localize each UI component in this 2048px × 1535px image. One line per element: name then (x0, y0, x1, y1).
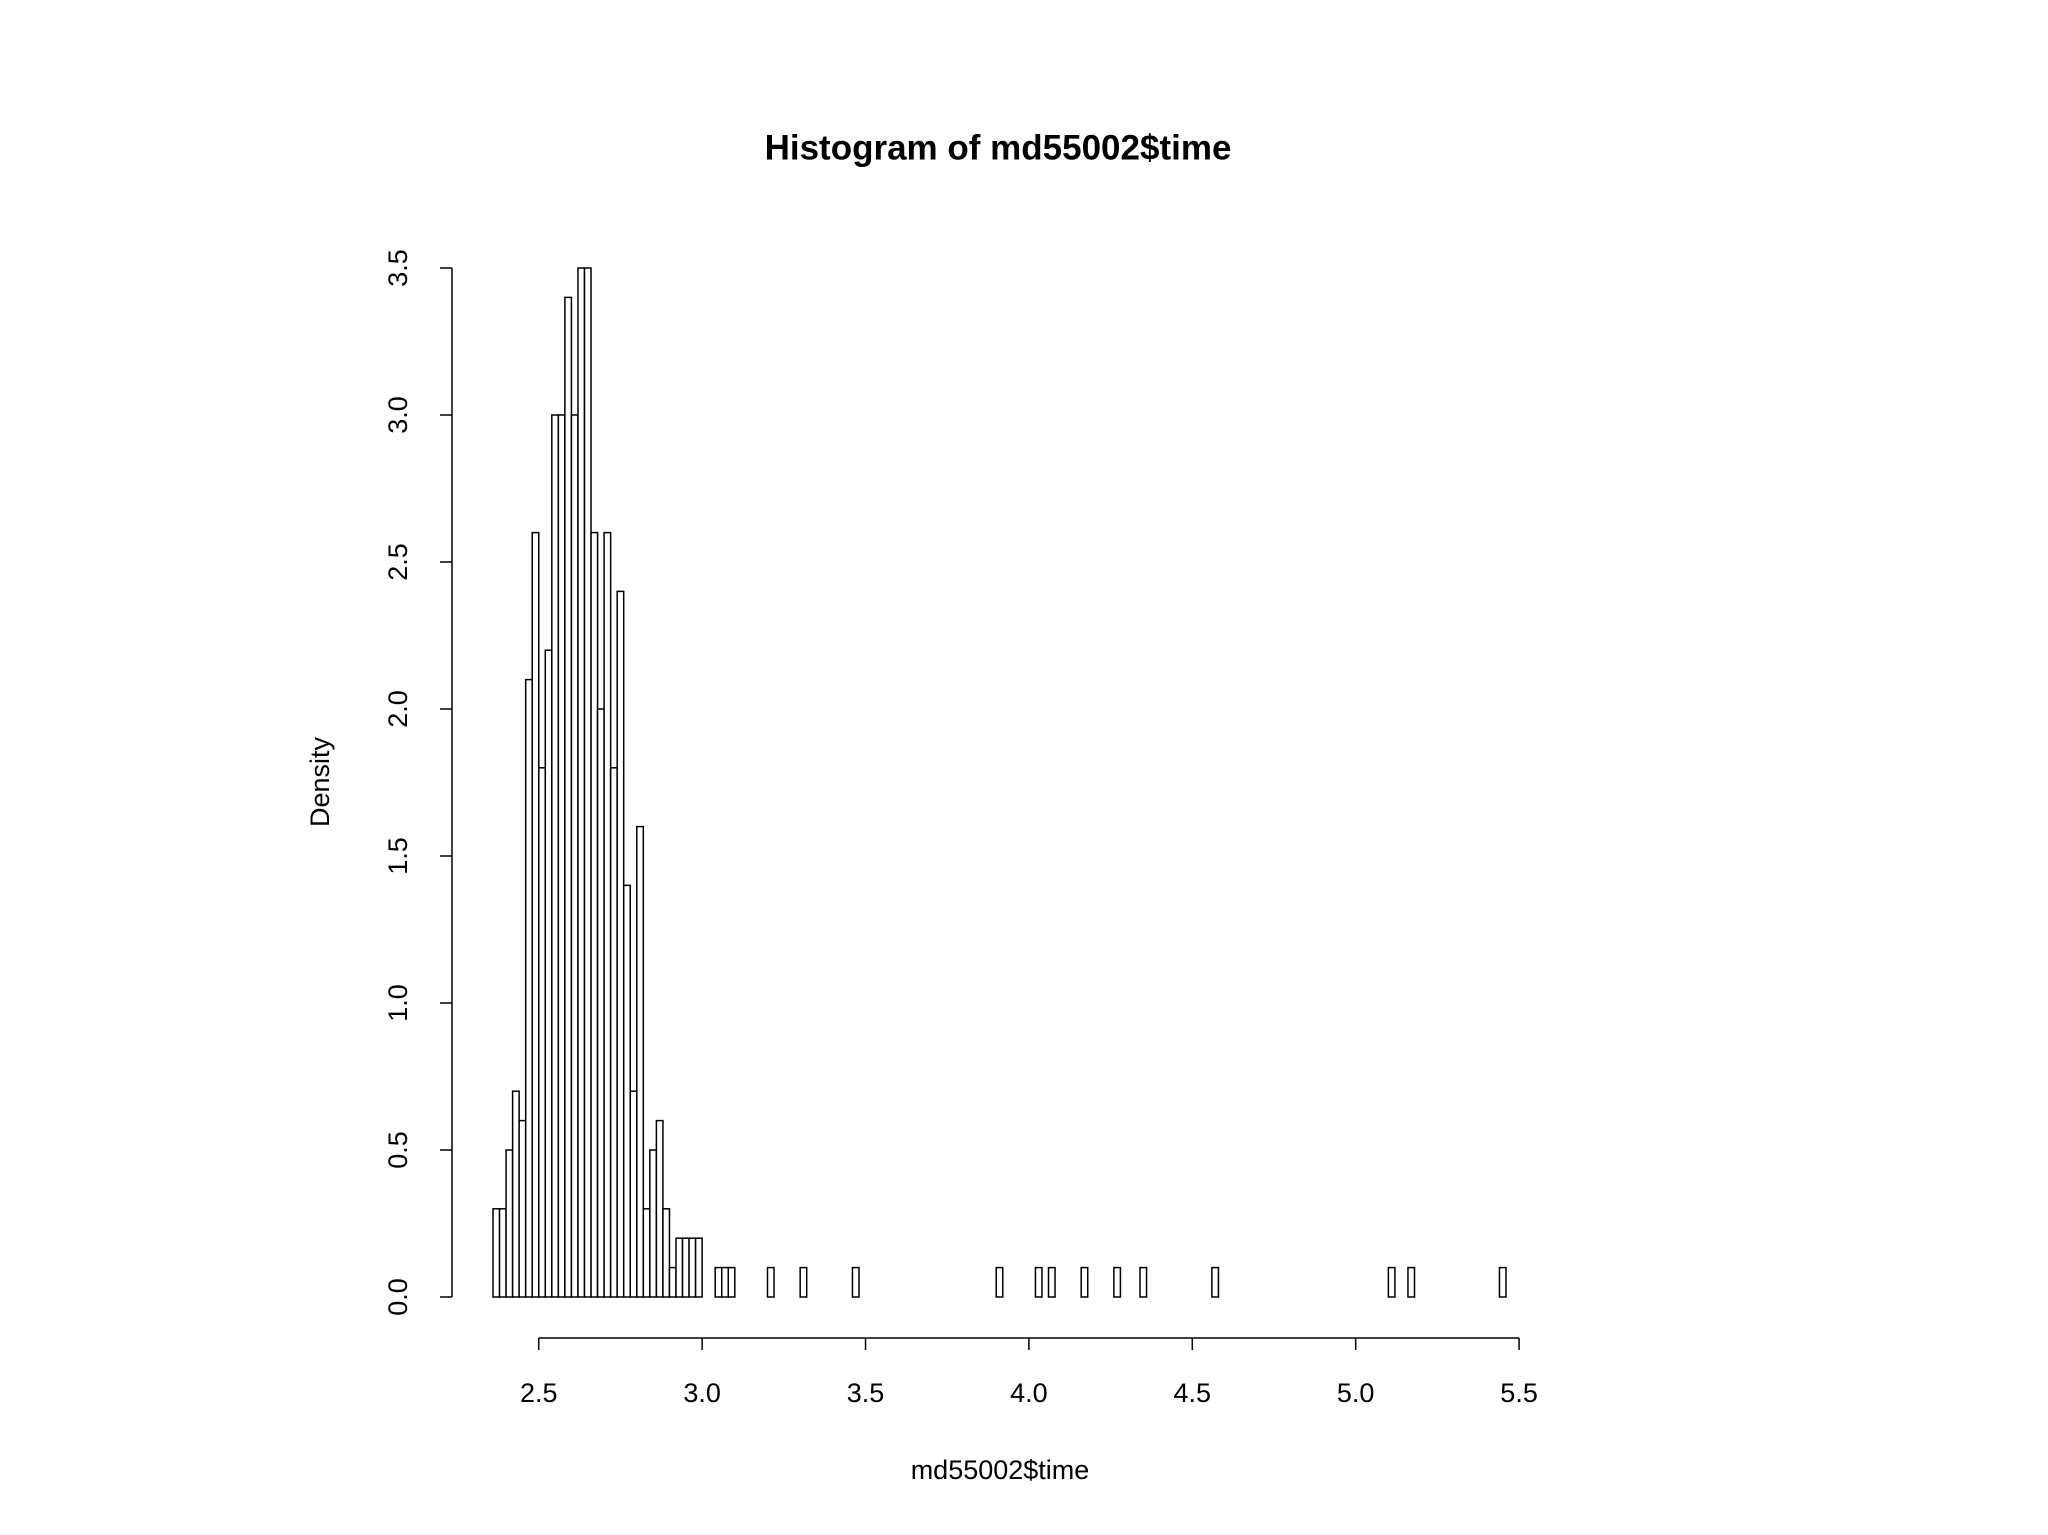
x-tick-label: 5.5 (1500, 1378, 1538, 1408)
x-axis-label: md55002$time (911, 1455, 1090, 1485)
y-tick-label: 3.5 (383, 249, 413, 287)
x-tick-label: 3.0 (683, 1378, 721, 1408)
bar (1080, 1266, 1089, 1298)
bar (642, 1208, 651, 1298)
bar (505, 1149, 514, 1298)
bar (570, 414, 579, 1298)
x-tick-label: 5.0 (1337, 1378, 1375, 1408)
y-tick-label: 0.5 (383, 1131, 413, 1169)
bar (851, 1266, 860, 1298)
bar (596, 708, 605, 1298)
bar (551, 414, 560, 1298)
bar (511, 1090, 520, 1298)
bar (557, 414, 566, 1298)
bar (498, 1208, 507, 1298)
bar (688, 1237, 697, 1298)
bar (636, 825, 645, 1298)
y-tick-label: 2.5 (383, 543, 413, 581)
bar (577, 267, 586, 1298)
x-tick-label: 2.5 (520, 1378, 558, 1408)
bar (622, 884, 631, 1298)
bar (603, 531, 612, 1298)
bar (1211, 1266, 1220, 1298)
bar (1113, 1266, 1122, 1298)
bar (1387, 1266, 1396, 1298)
bar (1407, 1266, 1416, 1298)
bar (583, 267, 592, 1298)
bar (649, 1149, 658, 1298)
y-tick-label: 3.0 (383, 396, 413, 434)
bar (1498, 1266, 1507, 1298)
bar (727, 1266, 736, 1298)
bar (590, 531, 599, 1298)
bar (675, 1237, 684, 1298)
x-tick-label: 4.0 (1010, 1378, 1048, 1408)
x-tick-label: 3.5 (847, 1378, 885, 1408)
bar (616, 590, 625, 1298)
y-axis-label: Density (305, 736, 335, 827)
bar (714, 1266, 723, 1298)
bar (609, 767, 618, 1298)
bar (655, 1119, 664, 1298)
bar (1139, 1266, 1148, 1298)
bar (766, 1266, 775, 1298)
bar (720, 1266, 730, 1298)
y-tick-label: 2.0 (383, 690, 413, 728)
bar (681, 1237, 690, 1298)
bar (531, 531, 540, 1298)
bar (564, 296, 573, 1298)
bar (662, 1208, 671, 1298)
bar (694, 1237, 703, 1298)
chart-title: Histogram of md55002$time (765, 128, 1232, 167)
bar (518, 1119, 527, 1298)
y-tick-label: 1.5 (383, 837, 413, 875)
bar (524, 678, 533, 1298)
bar (1047, 1266, 1056, 1298)
x-tick-label: 4.5 (1174, 1378, 1212, 1408)
bar (629, 1090, 638, 1298)
bar (1034, 1266, 1043, 1298)
bar (544, 649, 553, 1298)
bar (492, 1208, 501, 1298)
bar (668, 1266, 677, 1298)
bar (799, 1266, 808, 1298)
y-tick-label: 1.0 (383, 984, 413, 1022)
bar (995, 1266, 1004, 1298)
y-tick-label: 0.0 (383, 1278, 413, 1316)
bar (537, 767, 547, 1298)
